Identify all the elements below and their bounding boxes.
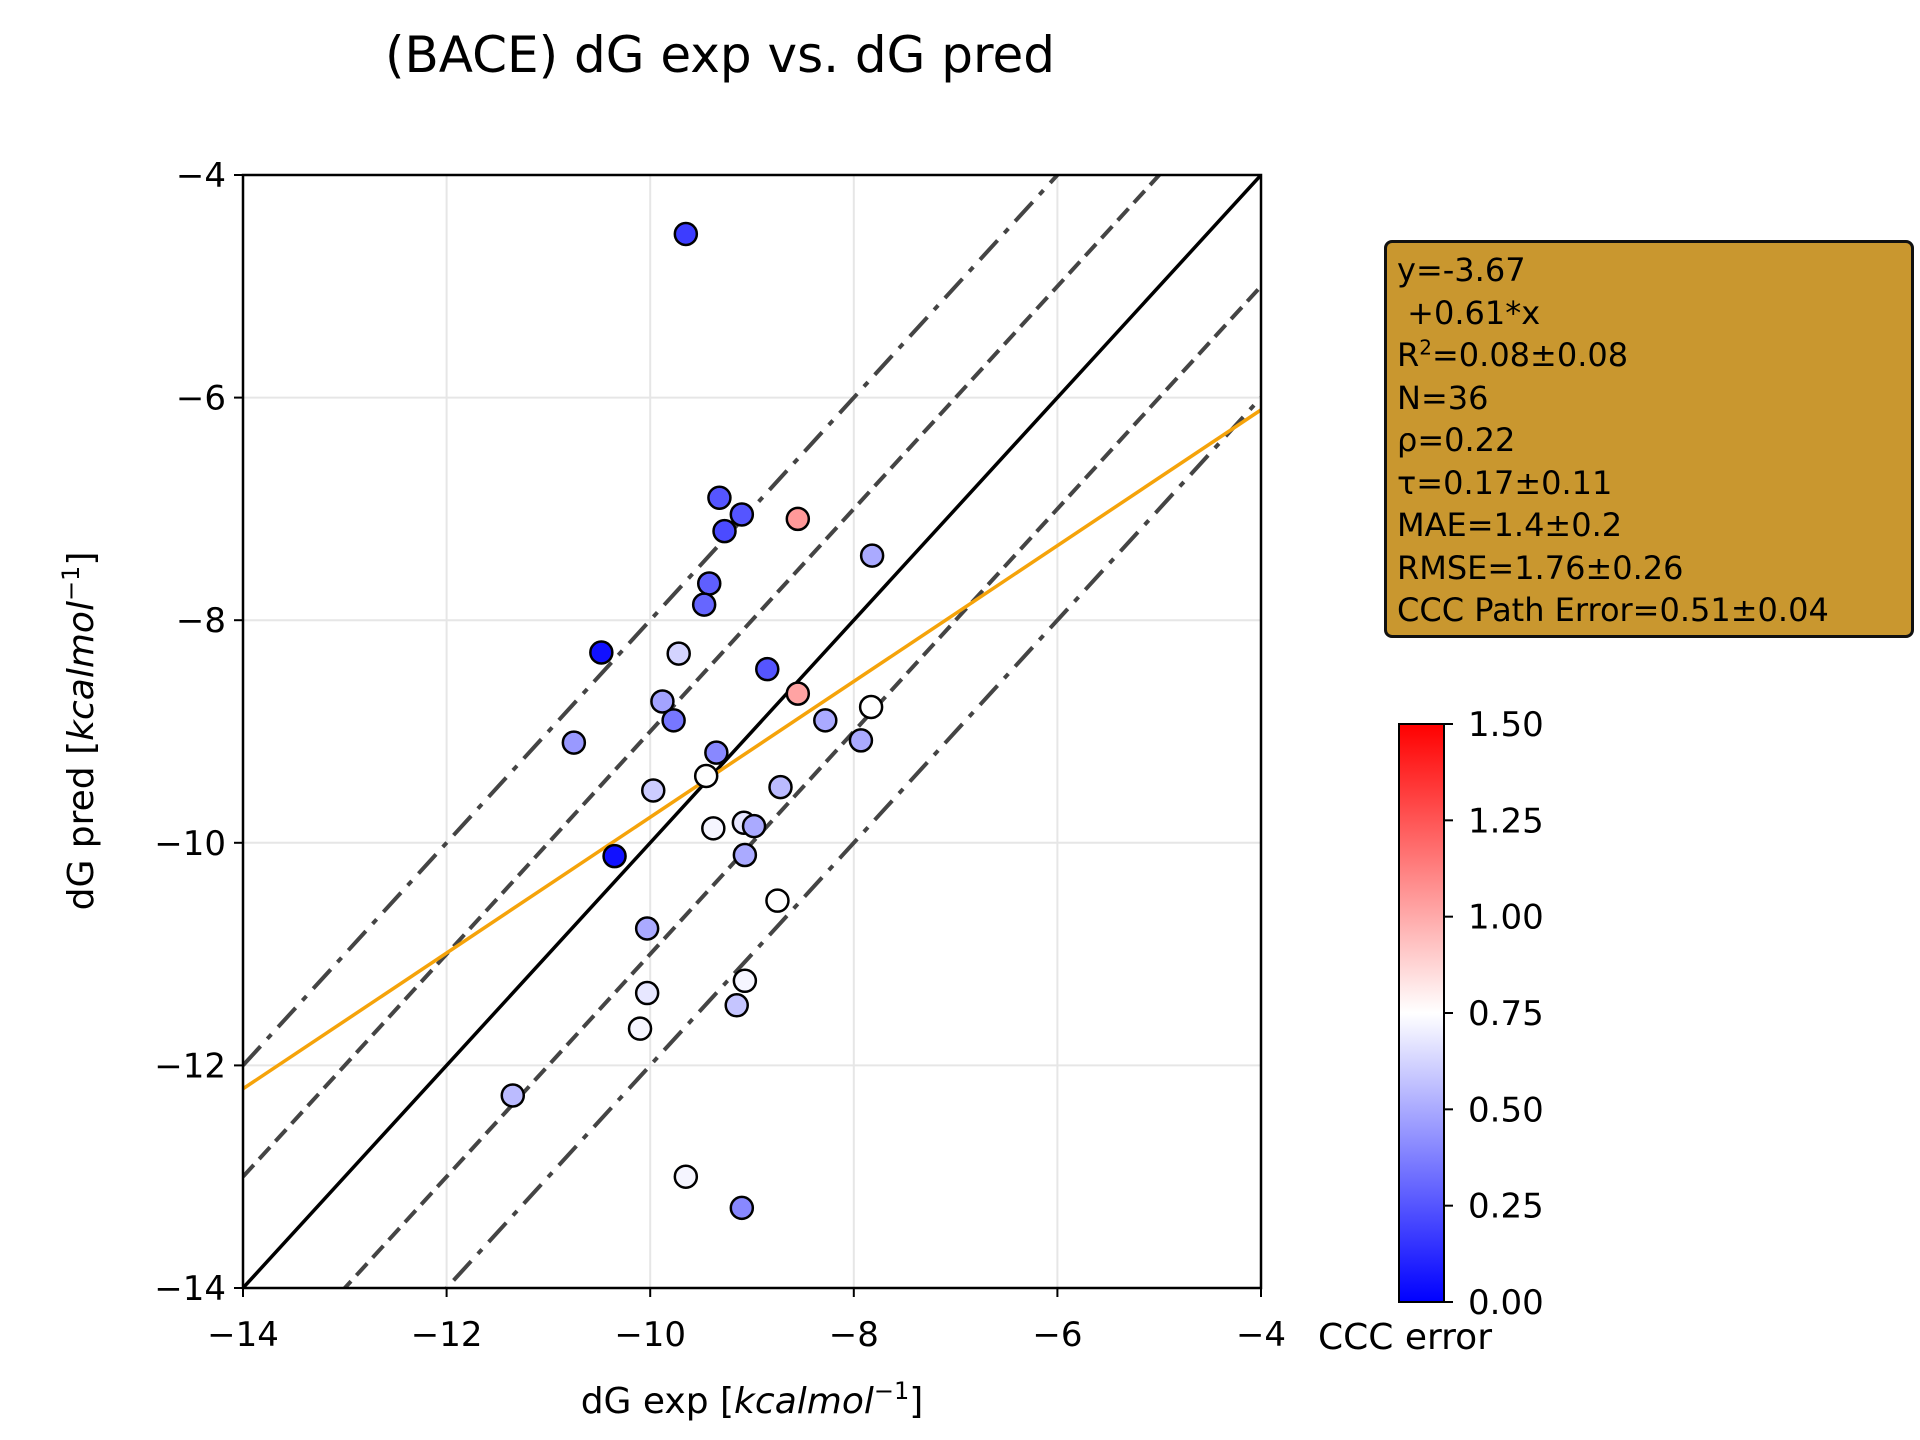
data-point bbox=[693, 763, 719, 789]
stats-rho: ρ=0.22 bbox=[1397, 421, 1516, 459]
x-tick-label: −8 bbox=[829, 1315, 879, 1355]
data-point bbox=[634, 916, 660, 941]
band-line-dashdot bbox=[243, 175, 1061, 1067]
x-tick-label: −12 bbox=[411, 1315, 483, 1355]
x-tick-label: −4 bbox=[1236, 1315, 1286, 1355]
data-point bbox=[696, 571, 722, 596]
reference-lines bbox=[243, 175, 1261, 1288]
data-point bbox=[732, 842, 758, 868]
data-point bbox=[704, 740, 729, 765]
stats-box: y=-3.67 +0.61*x R2=0.08±0.08 N=36 ρ=0.22… bbox=[1384, 240, 1914, 638]
fit-line bbox=[243, 408, 1261, 1091]
data-point bbox=[859, 543, 885, 568]
x-axis-label: dG exp [kcalmol−1] bbox=[581, 1377, 924, 1422]
y-tick-label: −10 bbox=[154, 824, 226, 864]
y-axis-label: dG pred [kcalmol−1] bbox=[57, 552, 102, 911]
colorbar-tick-label: 0.75 bbox=[1468, 994, 1544, 1034]
y-tick-label: −6 bbox=[176, 379, 226, 419]
colorbar-tick-label: 1.50 bbox=[1468, 705, 1544, 745]
stats-mae: MAE=1.4±0.2 bbox=[1397, 506, 1623, 544]
stats-tau: τ=0.17±0.11 bbox=[1397, 463, 1613, 502]
data-point bbox=[661, 708, 686, 733]
colorbar-tick-label: 0.25 bbox=[1468, 1187, 1544, 1227]
data-point bbox=[589, 640, 614, 665]
data-point bbox=[768, 774, 793, 800]
colorbar-tick-label: 0.50 bbox=[1468, 1090, 1544, 1130]
x-axis: −14 −12 −10 −8 −6 −4 bbox=[207, 1288, 1286, 1355]
identity-line bbox=[243, 175, 1261, 1288]
stats-ccc: CCC Path Error=0.51±0.04 bbox=[1397, 591, 1829, 629]
colorbar-ticks: 0.00 0.25 0.50 0.75 1.00 1.25 1.50 bbox=[1444, 705, 1544, 1323]
stats-n: N=36 bbox=[1397, 378, 1489, 417]
x-tick-label: −10 bbox=[614, 1315, 686, 1355]
stats-fit-line1: y=-3.67 bbox=[1397, 251, 1526, 289]
data-point bbox=[602, 843, 627, 869]
data-point bbox=[707, 485, 732, 511]
y-tick-label: −12 bbox=[154, 1046, 226, 1086]
colorbar-tick-label: 1.00 bbox=[1468, 898, 1544, 938]
data-point bbox=[673, 221, 699, 247]
y-tick-label: −8 bbox=[176, 601, 226, 641]
band-line-dashdot bbox=[443, 396, 1261, 1288]
data-point bbox=[765, 888, 790, 913]
y-axis: −14 −12 −10 −8 −6 −4 bbox=[154, 156, 243, 1309]
y-tick-label: −4 bbox=[176, 156, 226, 196]
y-tick-label: −14 bbox=[154, 1269, 226, 1309]
data-point bbox=[627, 1016, 653, 1041]
data-point bbox=[729, 502, 755, 527]
data-point bbox=[732, 968, 758, 994]
data-point bbox=[634, 980, 660, 1006]
scatter-points bbox=[500, 221, 885, 1221]
data-point bbox=[666, 641, 691, 666]
data-point bbox=[691, 592, 717, 617]
colorbar-tick-label: 0.00 bbox=[1468, 1283, 1544, 1323]
data-point bbox=[673, 1164, 699, 1189]
data-point bbox=[813, 708, 838, 733]
data-point bbox=[858, 694, 884, 720]
band-line-dashed bbox=[342, 284, 1261, 1288]
colorbar-tick-label: 1.25 bbox=[1468, 801, 1544, 841]
x-tick-label: −14 bbox=[207, 1315, 279, 1355]
data-point bbox=[650, 689, 675, 714]
data-point bbox=[641, 778, 666, 803]
plot-frame bbox=[241, 173, 1263, 1290]
stats-fit-line2: +0.61*x bbox=[1397, 293, 1541, 332]
colorbar bbox=[1398, 723, 1445, 1303]
stats-rmse: RMSE=1.76±0.26 bbox=[1397, 548, 1684, 587]
band-line-dashed bbox=[243, 175, 1162, 1179]
data-point bbox=[729, 1195, 755, 1221]
data-point bbox=[561, 730, 587, 755]
data-point bbox=[712, 518, 737, 544]
data-point bbox=[785, 681, 811, 706]
colorbar-label: CCC error bbox=[1318, 1317, 1492, 1358]
chart-title: (BACE) dG exp vs. dG pred bbox=[385, 26, 1055, 84]
data-point bbox=[848, 728, 874, 753]
data-point bbox=[741, 813, 767, 839]
data-point bbox=[701, 816, 726, 841]
data-point bbox=[724, 993, 749, 1018]
stats-r2: R2=0.08±0.08 bbox=[1397, 335, 1629, 374]
x-tick-label: −6 bbox=[1032, 1315, 1082, 1355]
data-point bbox=[500, 1083, 526, 1108]
data-point bbox=[785, 506, 811, 532]
data-point bbox=[755, 656, 780, 682]
